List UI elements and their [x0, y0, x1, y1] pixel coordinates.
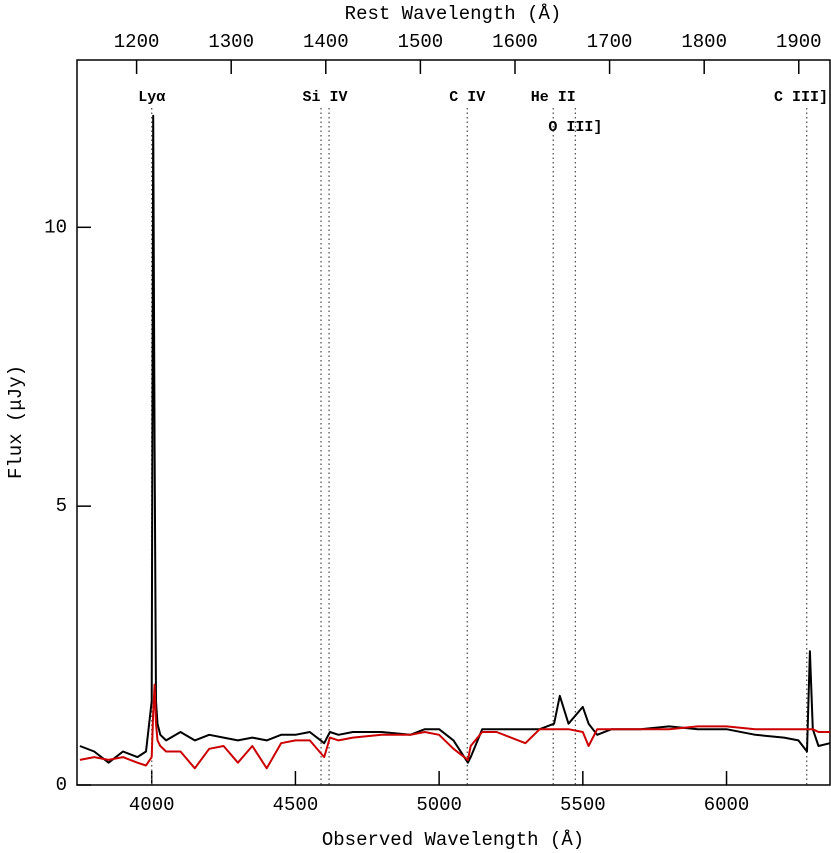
- spectrum: [79, 114, 831, 764]
- y-tick-label: 0: [56, 774, 67, 796]
- y-axis-label: Flux (μJy): [5, 365, 27, 479]
- line-label: Si IV: [303, 89, 348, 106]
- x2-tick-label: 1900: [776, 31, 822, 53]
- line-label: Lyα: [138, 89, 165, 106]
- x-tick-label: 4500: [273, 794, 319, 816]
- line-label: O III]: [548, 119, 602, 136]
- y-tick-label: 10: [44, 216, 67, 238]
- y-tick-label: 5: [56, 495, 67, 517]
- x-tick-label: 5000: [416, 794, 462, 816]
- x2-axis-label: Rest Wavelength (Å): [345, 3, 562, 25]
- x2-tick-label: 1600: [492, 31, 538, 53]
- x2-tick-label: 1700: [587, 31, 633, 53]
- line-label: He II: [531, 89, 576, 106]
- x2-tick-label: 1300: [208, 31, 254, 53]
- x-tick-label: 6000: [704, 794, 750, 816]
- x2-tick-label: 1400: [303, 31, 349, 53]
- x2-tick-label: 1200: [114, 31, 160, 53]
- spectrum: [79, 683, 830, 770]
- x-tick-label: 4000: [129, 794, 175, 816]
- x2-tick-label: 1800: [681, 31, 727, 53]
- line-label: C III]: [774, 89, 828, 106]
- x2-tick-label: 1500: [398, 31, 444, 53]
- plot-frame: [76, 59, 831, 786]
- x-tick-label: 5500: [560, 794, 606, 816]
- x-axis-label: Observed Wavelength (Å): [322, 829, 584, 851]
- line-label: C IV: [449, 89, 485, 106]
